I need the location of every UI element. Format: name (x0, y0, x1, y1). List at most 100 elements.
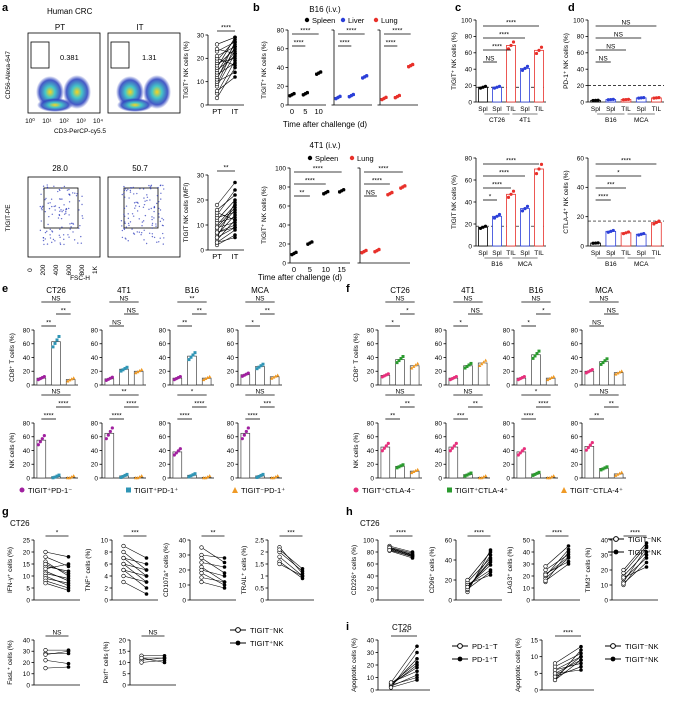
data-point (207, 374, 212, 378)
point-a (121, 567, 126, 573)
point-a (43, 566, 48, 571)
point-b (233, 225, 237, 230)
x-tick-label: Spl (478, 250, 488, 257)
subplot-title: CT26 (46, 286, 66, 295)
data-point (271, 476, 276, 480)
data-point (626, 230, 631, 234)
data-point (397, 465, 401, 469)
point-a (552, 661, 558, 666)
pair-line (623, 547, 647, 583)
pair-line (390, 674, 418, 687)
data-point (207, 474, 212, 478)
data-point (409, 366, 414, 370)
y-tick-label: 2 (260, 549, 264, 556)
pair-line (45, 573, 69, 579)
y-tick-label: 20 (445, 577, 453, 584)
data-point (613, 473, 618, 477)
point-a (139, 655, 144, 661)
x-tick-label: PT (212, 252, 222, 261)
flow-event (51, 230, 53, 232)
subplot-title: CT26 (390, 286, 410, 295)
flow-event (42, 237, 45, 239)
point-b (233, 208, 237, 212)
data-point (617, 370, 622, 374)
x-tick-label: Spl (520, 250, 530, 257)
flow-event (47, 223, 49, 226)
pair-line (279, 556, 303, 577)
y-tick-label: 40 (523, 549, 531, 556)
data-point (611, 97, 615, 101)
y-axis-label: CD96⁺ cells (%) (429, 547, 436, 594)
flow-event (128, 224, 130, 227)
pair-line (390, 670, 418, 683)
y-axis-label: TNF⁺ cells (%) (85, 549, 92, 592)
significance-label: NS (255, 389, 265, 396)
data-point (390, 190, 394, 195)
significance-label: NS (463, 296, 473, 303)
data-point (637, 96, 641, 100)
flow-event (158, 216, 160, 218)
data-point (172, 453, 176, 457)
flow-event (81, 215, 83, 217)
flow-top-tick: 10¹ (42, 118, 52, 125)
y-tick-label: 20 (197, 197, 205, 204)
significance-label: ** (405, 401, 411, 408)
flow-event (63, 243, 65, 246)
point-b (144, 586, 149, 590)
flow-event (78, 209, 80, 211)
point-b (415, 656, 419, 661)
flow-event (41, 206, 43, 208)
data-point (603, 359, 607, 363)
group-label: MCA (634, 261, 649, 268)
data-point (497, 84, 502, 88)
chart-g4: 0 0.5 1 1.5 2 2.5 *** TRAIL⁺ cells (%) (241, 530, 314, 604)
flow-event (53, 185, 55, 187)
flow-event (70, 222, 73, 225)
data-point (621, 231, 626, 236)
y-tick-label: 20 (91, 369, 99, 376)
y-tick-label: 0 (370, 382, 374, 389)
data-point (110, 375, 114, 379)
point-b (66, 555, 71, 559)
subplot-title: B16 (529, 286, 544, 295)
data-point (639, 96, 643, 100)
data-point (551, 374, 556, 378)
pair-line (201, 577, 225, 583)
y-tick-label: 5 (26, 585, 30, 592)
flow-event (159, 209, 162, 211)
significance-label: **** (598, 194, 609, 201)
flow-event (51, 205, 53, 208)
bar (520, 67, 530, 103)
flow-event (123, 189, 126, 192)
y-tick-label: 80 (91, 327, 99, 334)
y-tick-label: 40 (159, 355, 167, 362)
pair-line (467, 554, 491, 591)
flow-event (123, 196, 126, 198)
x-tick-label: IT (232, 252, 239, 261)
y-tick-label: 40 (445, 557, 453, 564)
y-tick-label: 80 (465, 155, 473, 162)
y-tick-label: 15 (119, 649, 127, 656)
data-point (534, 172, 539, 176)
significance-label: * (617, 170, 620, 177)
y-tick-label: 10 (23, 573, 31, 580)
x-tick-label: PT (212, 107, 222, 116)
legend-spleen-2: Spleen (315, 154, 338, 163)
flow-event (145, 242, 148, 245)
pair-line (216, 58, 236, 66)
point-a (465, 584, 470, 590)
data-point (139, 367, 144, 371)
flow-top-tick: 10⁰ (25, 117, 35, 125)
y-tick-label: 40 (367, 573, 375, 580)
data-point (386, 372, 390, 376)
point-a (199, 579, 204, 585)
pair-line (141, 657, 165, 661)
significance-label: * (459, 320, 462, 327)
flow-plot-top-it (107, 32, 181, 114)
flow-event (149, 188, 152, 190)
point-b (66, 588, 71, 593)
flow-event (135, 205, 137, 207)
data-point (520, 449, 524, 453)
flow-event (66, 189, 69, 191)
flow-plot-bottom-pt (27, 176, 101, 258)
